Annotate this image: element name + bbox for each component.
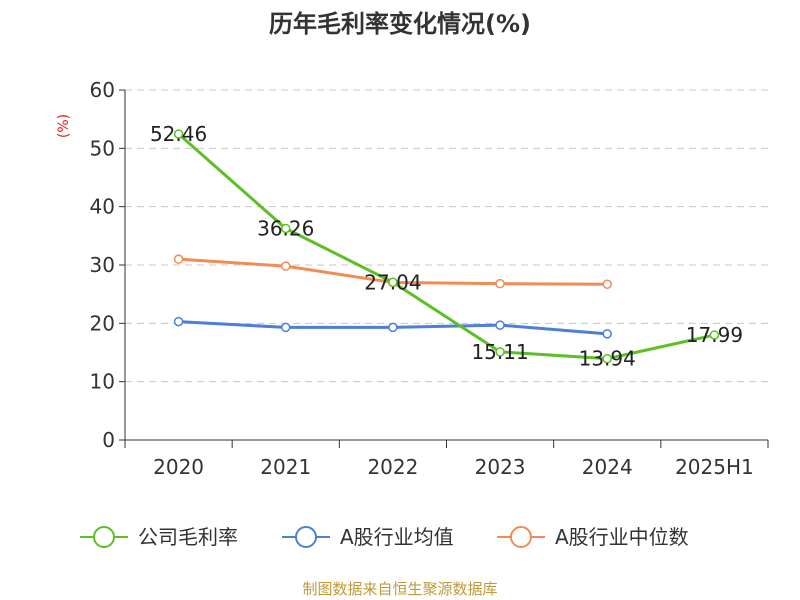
y-axis-label: (%) xyxy=(56,114,72,138)
y-tick-label: 40 xyxy=(90,195,115,219)
legend-marker xyxy=(510,526,532,548)
data-point xyxy=(281,223,291,234)
legend-marker xyxy=(295,526,317,548)
data-label: 36.26 xyxy=(257,216,314,240)
data-label: 17.99 xyxy=(686,323,743,347)
data-point xyxy=(173,254,184,264)
x-tick-label: 2025H1 xyxy=(675,455,754,479)
data-point xyxy=(281,322,291,333)
legend-label: 公司毛利率 xyxy=(138,525,238,549)
data-point xyxy=(495,320,505,330)
data-point xyxy=(388,322,398,333)
data-point xyxy=(495,347,505,357)
legend-item-2: A股行业均值 xyxy=(282,525,454,549)
series-line-1 xyxy=(177,132,716,361)
data-point xyxy=(173,316,184,327)
data-point xyxy=(602,329,612,339)
source-note: 制图数据来自恒生聚源数据库 xyxy=(302,580,497,598)
data-label: 13.94 xyxy=(579,347,636,371)
series-2 xyxy=(173,316,612,339)
legend-label: A股行业中位数 xyxy=(555,525,689,549)
data-point xyxy=(709,330,720,340)
data-label: 52.46 xyxy=(150,122,207,146)
data-point xyxy=(602,279,612,289)
y-tick-label: 10 xyxy=(90,370,115,394)
x-tick-label: 2021 xyxy=(260,455,311,479)
x-tick-label: 2024 xyxy=(582,455,633,479)
legend-item-3: A股行业中位数 xyxy=(497,525,689,549)
data-point xyxy=(173,129,184,139)
legend-label: A股行业均值 xyxy=(340,525,454,549)
legend-marker xyxy=(93,526,115,548)
x-tick-label: 2022 xyxy=(367,455,418,479)
series-1 xyxy=(173,129,720,364)
data-label: 27.04 xyxy=(364,270,421,294)
data-label: 15.11 xyxy=(471,340,528,364)
x-tick-label: 2023 xyxy=(475,455,526,479)
chart-title: 历年毛利率变化情况(%) xyxy=(269,10,531,38)
data-point xyxy=(602,353,612,364)
y-tick-label: 60 xyxy=(90,78,115,102)
data-point xyxy=(281,261,291,271)
data-point xyxy=(388,277,398,288)
x-tick-label: 2020 xyxy=(153,455,204,479)
y-tick-label: 20 xyxy=(90,311,115,335)
legend-item-1: 公司毛利率 xyxy=(80,525,238,549)
y-tick-label: 0 xyxy=(102,428,115,452)
y-tick-label: 50 xyxy=(90,136,115,160)
y-tick-label: 30 xyxy=(90,253,115,277)
data-point xyxy=(495,278,505,289)
